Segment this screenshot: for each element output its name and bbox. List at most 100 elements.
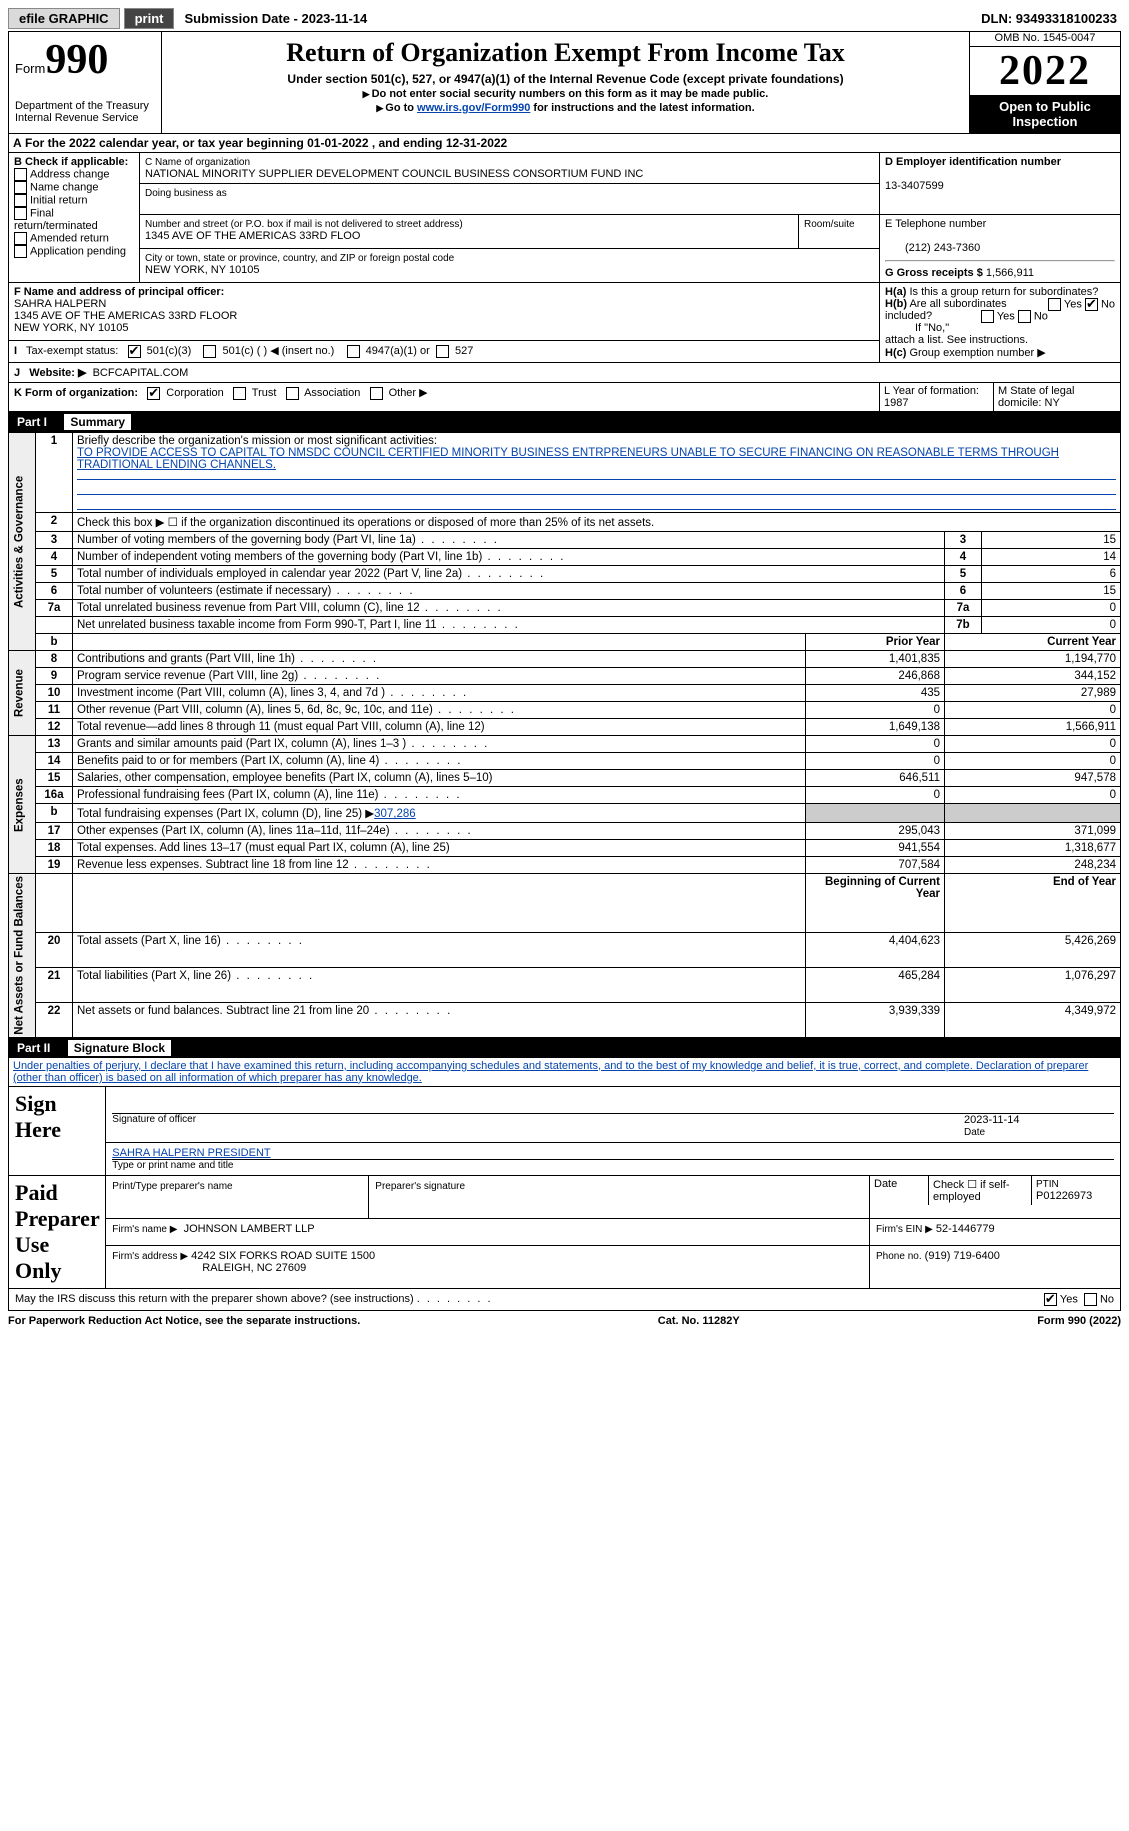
firm-name-cell: Firm's name ▶ JOHNSON LAMBERT LLP [106,1218,870,1245]
r-n-0-n: 20 [36,933,73,968]
open-to-public: Open to Public Inspection [970,95,1120,133]
r-n-1-d: Total liabilities (Part X, line 26) [73,968,806,1003]
dept-cell: Department of the Treasury Internal Reve… [9,96,162,133]
r-n-0-p: 4,404,623 [806,933,945,968]
ha-label: Is this a group return for subordinates? [909,286,1098,298]
box-f: F Name and address of principal officer:… [9,283,880,341]
ha-no-checkbox[interactable] [1085,298,1098,311]
irs-link[interactable]: www.irs.gov/Form990 [417,102,530,114]
mission-text: TO PROVIDE ACCESS TO CAPITAL TO NMSDC CO… [77,447,1059,471]
final-return-checkbox[interactable] [14,207,27,220]
r-a-0-d: Number of voting members of the governin… [73,532,945,549]
sig-name: SAHRA HALPERN PRESIDENT [112,1147,270,1159]
501c-checkbox[interactable] [203,345,216,358]
other-checkbox[interactable] [370,387,383,400]
r-r-2-d: Investment income (Part VIII, column (A)… [73,685,806,702]
501c3-checkbox[interactable] [128,345,141,358]
r-e-3-c: 0 [945,787,1121,804]
r-a-3-n: 6 [36,583,73,600]
part1-header: Part I Summary [8,412,1121,432]
website-value: BCFCAPITAL.COM [93,367,189,379]
r-r-4-p: 1,649,138 [806,719,945,736]
r-e-1-p: 0 [806,753,945,770]
r-e2-0-d: Other expenses (Part IX, column (A), lin… [73,823,806,840]
opt-other: Other ▶ [389,387,428,399]
r-e-2-n: 15 [36,770,73,787]
r-r-0-n: 8 [36,651,73,668]
prep-name-label: Print/Type preparer's name [112,1181,232,1192]
r-e2-2-n: 19 [36,857,73,874]
r-16b-dtext: Total fundraising expenses (Part IX, col… [77,808,374,820]
box-d: D Employer identification number 13-3407… [880,153,1121,215]
mission-label: Briefly describe the organization's miss… [77,435,437,447]
r-r-2-p: 435 [806,685,945,702]
domicile-state: NY [1045,397,1060,409]
r-a-0-n: 3 [36,532,73,549]
firm-addr2: RALEIGH, NC 27609 [202,1262,306,1274]
r-e-3-d: Professional fundraising fees (Part IX, … [73,787,806,804]
r-a-5-v: 0 [982,617,1121,634]
city-label: City or town, state or province, country… [145,253,454,264]
box-c-dba: Doing business as [140,184,880,215]
opt-501c: 501(c) ( ) ◀ (insert no.) [223,345,335,357]
527-checkbox[interactable] [436,345,449,358]
box-c-addr: Number and street (or P.O. box if mail i… [140,215,799,249]
name-change-checkbox[interactable] [14,181,27,194]
col-beg: Beginning of Current Year [806,874,945,933]
discuss-no-checkbox[interactable] [1084,1293,1097,1306]
footer-mid: Cat. No. 11282Y [658,1315,740,1327]
trust-checkbox[interactable] [233,387,246,400]
r-a-1-n: 4 [36,549,73,566]
corp-checkbox[interactable] [147,387,160,400]
opt-527: 527 [455,345,473,357]
r-a-1-d: Number of independent voting members of … [73,549,945,566]
r-r-1-c: 344,152 [945,668,1121,685]
prep-name-cell: Print/Type preparer's name [106,1175,369,1218]
hb-yes-checkbox[interactable] [981,310,994,323]
r-n-1-n: 21 [36,968,73,1003]
col-curr: Current Year [945,634,1121,651]
app-pending-checkbox[interactable] [14,245,27,258]
goto-prefix: Go to [376,102,417,114]
firm-ein: 52-1446779 [936,1223,995,1235]
form-subtitle: Under section 501(c), 527, or 4947(a)(1)… [168,72,963,86]
discuss-yes-checkbox[interactable] [1044,1293,1057,1306]
firm-addr-cell: Firm's address ▶ 4242 SIX FORKS ROAD SUI… [106,1245,870,1288]
r-e2-2-p: 707,584 [806,857,945,874]
sig-officer-label: Signature of officer [112,1114,964,1138]
line-m-label: M State of legal domicile: [998,385,1074,409]
r-e2-2-c: 248,234 [945,857,1121,874]
print-button[interactable]: print [124,8,175,29]
side-expenses: Expenses [9,736,36,874]
r-e-1-d: Benefits paid to or for members (Part IX… [73,753,806,770]
r-a-5-n [36,617,73,634]
line1-num: 1 [36,433,73,513]
efile-button[interactable]: efile GRAPHIC [8,8,120,29]
r-16b-n: b [36,804,73,823]
r-e-3-n: 16a [36,787,73,804]
mission-cell: Briefly describe the organization's miss… [73,433,1121,513]
r-r-3-c: 0 [945,702,1121,719]
r-a-2-v: 6 [982,566,1121,583]
line-k: K Form of organization: Corporation Trus… [9,383,880,412]
form-prefix: Form [15,61,45,76]
address-change-checkbox[interactable] [14,168,27,181]
opt-assoc: Association [304,387,360,399]
part1-title: Summary [64,414,131,430]
amended-return-checkbox[interactable] [14,232,27,245]
irs-label: Internal Revenue Service [15,112,139,124]
city-value: NEW YORK, NY 10105 [145,264,260,276]
opt-pending: Application pending [30,245,126,257]
r-r-3-p: 0 [806,702,945,719]
sig-officer-cell: Signature of officer 2023-11-14Date [106,1086,1121,1142]
r-e2-1-d: Total expenses. Add lines 13–17 (must eq… [73,840,806,857]
r-e-0-p: 0 [806,736,945,753]
ha-yes-checkbox[interactable] [1048,298,1061,311]
hb-no-checkbox[interactable] [1018,310,1031,323]
r-16b-d: Total fundraising expenses (Part IX, col… [73,804,806,823]
tax-exempt-label: Tax-exempt status: [26,345,118,357]
initial-return-checkbox[interactable] [14,194,27,207]
4947-checkbox[interactable] [347,345,360,358]
assoc-checkbox[interactable] [286,387,299,400]
dln-label: DLN: 93493318100233 [981,11,1121,26]
